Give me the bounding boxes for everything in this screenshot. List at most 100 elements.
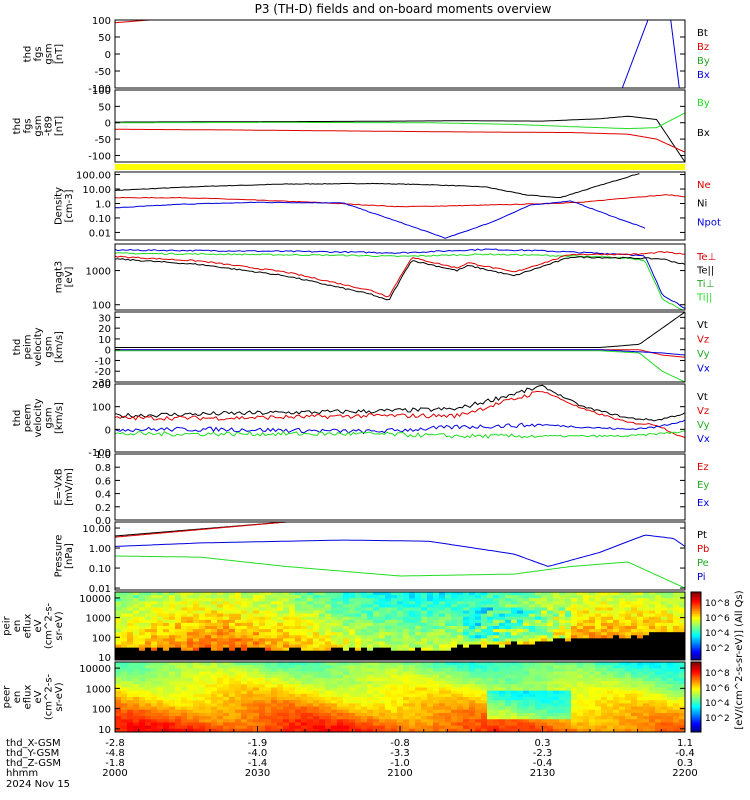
peir-eflux-cell: [151, 635, 158, 639]
peer-eflux-cell: [529, 693, 536, 698]
peir-eflux-cell: [205, 656, 212, 660]
peir-eflux-cell: [205, 622, 212, 627]
peer-eflux-cell: [487, 690, 494, 695]
colorbar-0-swatch: [691, 632, 701, 635]
peer-eflux-cell: [589, 693, 596, 698]
peer-eflux-cell: [445, 677, 452, 682]
peir-eflux-cell: [355, 647, 362, 652]
peir-eflux-cell: [355, 650, 362, 655]
peer-eflux-cell: [529, 700, 536, 704]
peir-eflux-cell: [121, 647, 128, 652]
peir-eflux-cell: [247, 629, 254, 633]
peir-eflux-cell: [439, 638, 446, 643]
peir-eflux-cell: [277, 604, 284, 609]
peir-eflux-cell: [133, 622, 140, 627]
peer-eflux-cell: [583, 725, 590, 730]
peir-eflux-cell: [409, 632, 416, 636]
peer-eflux-cell: [247, 719, 254, 724]
colorbar-0-swatch: [691, 627, 701, 630]
peer-eflux-cell: [133, 693, 140, 698]
peir-eflux-cell: [649, 622, 656, 627]
peer-eflux-cell: [217, 719, 224, 724]
peir-eflux-cell: [373, 607, 380, 612]
peer-eflux-cell: [175, 690, 182, 695]
peer-eflux-cell: [343, 703, 350, 708]
peer-eflux-cell: [679, 693, 685, 698]
colorbar-0-swatch: [691, 610, 701, 613]
orbit-row-label: thd_Z-GSM: [6, 758, 61, 769]
peer-eflux-cell: [601, 725, 608, 730]
peir-eflux-cell: [301, 619, 308, 624]
peer-eflux-cell: [673, 690, 680, 695]
peer-eflux-cell: [115, 709, 122, 714]
peer-eflux-cell: [361, 728, 368, 732]
peer-eflux-cell: [619, 700, 626, 704]
peer-eflux-cell: [361, 712, 368, 717]
peir-eflux-cell: [403, 650, 410, 655]
peir-eflux-cell: [151, 598, 158, 602]
peir-eflux-cell: [571, 632, 578, 636]
peir-eflux-cell: [619, 653, 626, 658]
peir-eflux-cell: [355, 626, 362, 630]
peer-eflux-cell: [481, 719, 488, 724]
peir-eflux-cell: [463, 607, 470, 612]
peir-eflux-cell: [205, 613, 212, 618]
peer-eflux-cell: [445, 722, 452, 727]
peir-eflux-cell: [145, 638, 152, 643]
peir-eflux-cell: [205, 626, 212, 630]
peir-eflux-cell: [661, 635, 668, 639]
peir-eflux-cell: [115, 650, 122, 655]
peir-eflux-cell: [481, 622, 488, 627]
peer-eflux-cell: [325, 716, 332, 720]
peer-eflux-cell: [667, 697, 674, 701]
peer-eflux-cell: [223, 709, 230, 714]
peir-eflux-cell: [385, 610, 392, 615]
peer-eflux-cell: [313, 693, 320, 698]
peir-eflux-cell: [415, 641, 422, 646]
peer-eflux-cell: [373, 693, 380, 698]
peir-eflux-cell: [541, 592, 548, 596]
peer-eflux-cell: [625, 674, 632, 679]
peer-eflux-cell: [457, 681, 464, 685]
peir-eflux-cell: [343, 592, 350, 596]
peer-eflux-cell: [211, 722, 218, 727]
peir-eflux-cell: [577, 598, 584, 602]
peer-eflux-cell: [211, 719, 218, 724]
peer-eflux-cell: [355, 716, 362, 720]
peir-eflux-cell: [445, 613, 452, 618]
peir-eflux-cell: [439, 592, 446, 596]
peer-eflux-cell: [487, 693, 494, 698]
peir-eflux-cell: [259, 610, 266, 615]
peer-eflux-cell: [583, 687, 590, 692]
peir-eflux-cell: [523, 601, 530, 605]
peir-eflux-cell: [547, 650, 554, 655]
peir-eflux-cell: [499, 604, 506, 609]
peer-eflux-cell: [541, 712, 548, 717]
colorbar-0-swatch: [691, 595, 701, 598]
peir-eflux-cell: [151, 613, 158, 618]
peir-eflux-cell: [169, 619, 176, 624]
peir-eflux-cell: [115, 626, 122, 630]
peer-eflux-cell: [559, 725, 566, 730]
peer-eflux-cell: [139, 665, 146, 669]
peir-eflux-cell: [673, 656, 680, 660]
peer-eflux-cell: [277, 674, 284, 679]
peer-eflux-cell: [175, 706, 182, 711]
peer-eflux-cell: [469, 662, 476, 666]
peir-eflux-cell: [235, 610, 242, 615]
peir-eflux-cell: [367, 647, 374, 652]
peir-eflux-cell: [355, 616, 362, 621]
peir-eflux-cell: [469, 626, 476, 630]
peer-eflux-cell: [319, 700, 326, 704]
peer-eflux-cell: [481, 668, 488, 673]
peer-eflux-cell: [607, 703, 614, 708]
peir-eflux-cell: [259, 622, 266, 627]
peer-eflux-cell: [475, 677, 482, 682]
peer-eflux-cell: [661, 677, 668, 682]
peir-eflux-cell: [127, 613, 134, 618]
peer-eflux-cell: [571, 674, 578, 679]
peer-eflux-cell: [139, 690, 146, 695]
peer-eflux-cell: [589, 684, 596, 689]
density-series-Ni: [115, 173, 640, 198]
peer-eflux-cell: [187, 722, 194, 727]
